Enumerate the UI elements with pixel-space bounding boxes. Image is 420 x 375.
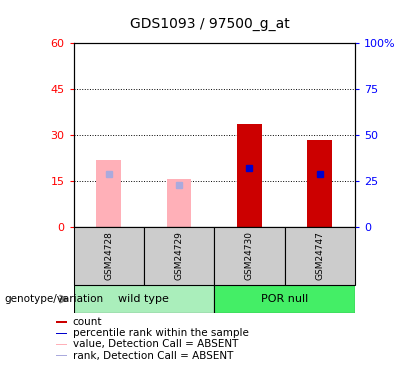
Text: percentile rank within the sample: percentile rank within the sample <box>73 328 248 338</box>
Bar <box>285 227 355 285</box>
Text: rank, Detection Call = ABSENT: rank, Detection Call = ABSENT <box>73 351 233 360</box>
Bar <box>56 321 67 323</box>
Bar <box>144 227 214 285</box>
Text: GSM24729: GSM24729 <box>175 231 184 280</box>
Bar <box>74 285 214 313</box>
Text: GDS1093 / 97500_g_at: GDS1093 / 97500_g_at <box>130 17 290 31</box>
Text: value, Detection Call = ABSENT: value, Detection Call = ABSENT <box>73 339 238 350</box>
Bar <box>214 285 355 313</box>
Text: GSM24730: GSM24730 <box>245 231 254 280</box>
Text: POR null: POR null <box>261 294 308 304</box>
Bar <box>167 179 192 227</box>
Text: GSM24728: GSM24728 <box>104 231 113 280</box>
Text: count: count <box>73 317 102 327</box>
Bar <box>96 159 121 227</box>
Bar <box>56 333 67 334</box>
Text: GSM24747: GSM24747 <box>315 231 324 280</box>
Bar <box>214 227 285 285</box>
Text: wild type: wild type <box>118 294 169 304</box>
Bar <box>237 124 262 227</box>
Bar <box>307 140 332 227</box>
Bar <box>56 344 67 345</box>
Bar <box>74 227 144 285</box>
Text: genotype/variation: genotype/variation <box>4 294 103 304</box>
Bar <box>56 355 67 356</box>
